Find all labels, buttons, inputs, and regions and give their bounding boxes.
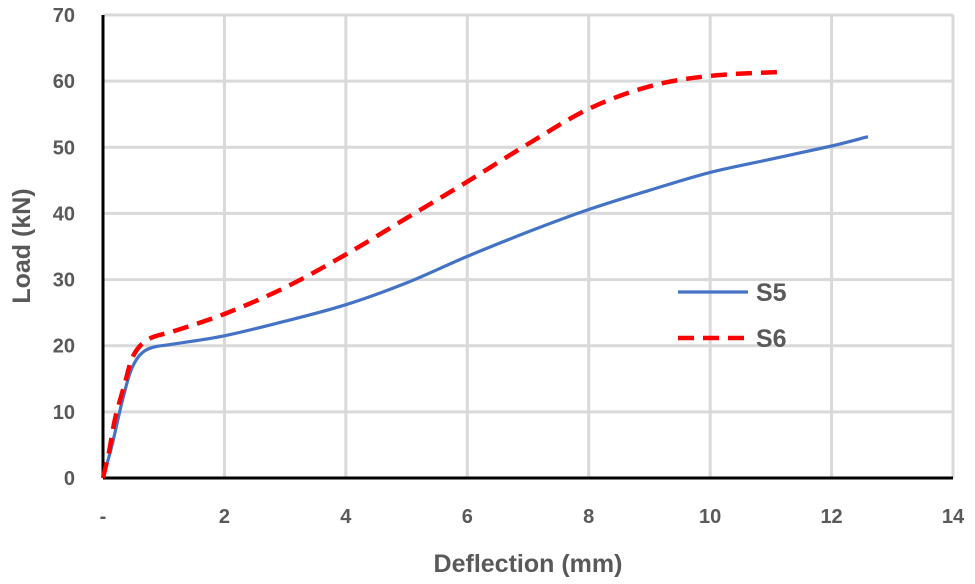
x-tick-label: 2 bbox=[219, 506, 230, 528]
series-line-s6 bbox=[100, 69, 784, 479]
y-tick-label: 40 bbox=[53, 203, 75, 225]
x-tick-label: 10 bbox=[699, 506, 721, 528]
series-lines bbox=[100, 69, 869, 479]
y-tick-label: 50 bbox=[53, 137, 75, 159]
x-tick-label: 4 bbox=[340, 506, 352, 528]
x-tick-label: 12 bbox=[820, 506, 842, 528]
y-axis-title: Load (kN) bbox=[8, 188, 36, 303]
y-tick-label: 0 bbox=[64, 468, 75, 490]
y-tick-label: 30 bbox=[53, 270, 75, 292]
tick-labels: - 2 4 6 8 10 12 14 0 10 20 30 40 50 60 70 bbox=[53, 5, 965, 528]
y-tick-label: 70 bbox=[53, 5, 75, 27]
y-tick-label: 20 bbox=[53, 336, 75, 358]
axes bbox=[101, 15, 953, 480]
y-tick-label: 10 bbox=[53, 402, 75, 424]
grid bbox=[103, 13, 955, 478]
x-tick-label: 6 bbox=[462, 506, 473, 528]
legend: S5 S6 bbox=[678, 279, 787, 353]
y-tick-label: 60 bbox=[53, 71, 75, 93]
legend-label-s6: S6 bbox=[756, 325, 787, 353]
x-tick-label: - bbox=[100, 506, 107, 528]
x-tick-label: 8 bbox=[583, 506, 594, 528]
x-axis-title: Deflection (mm) bbox=[434, 550, 623, 578]
legend-label-s5: S5 bbox=[756, 279, 787, 307]
series-line-s5 bbox=[101, 135, 869, 479]
x-tick-label: 14 bbox=[942, 506, 965, 528]
